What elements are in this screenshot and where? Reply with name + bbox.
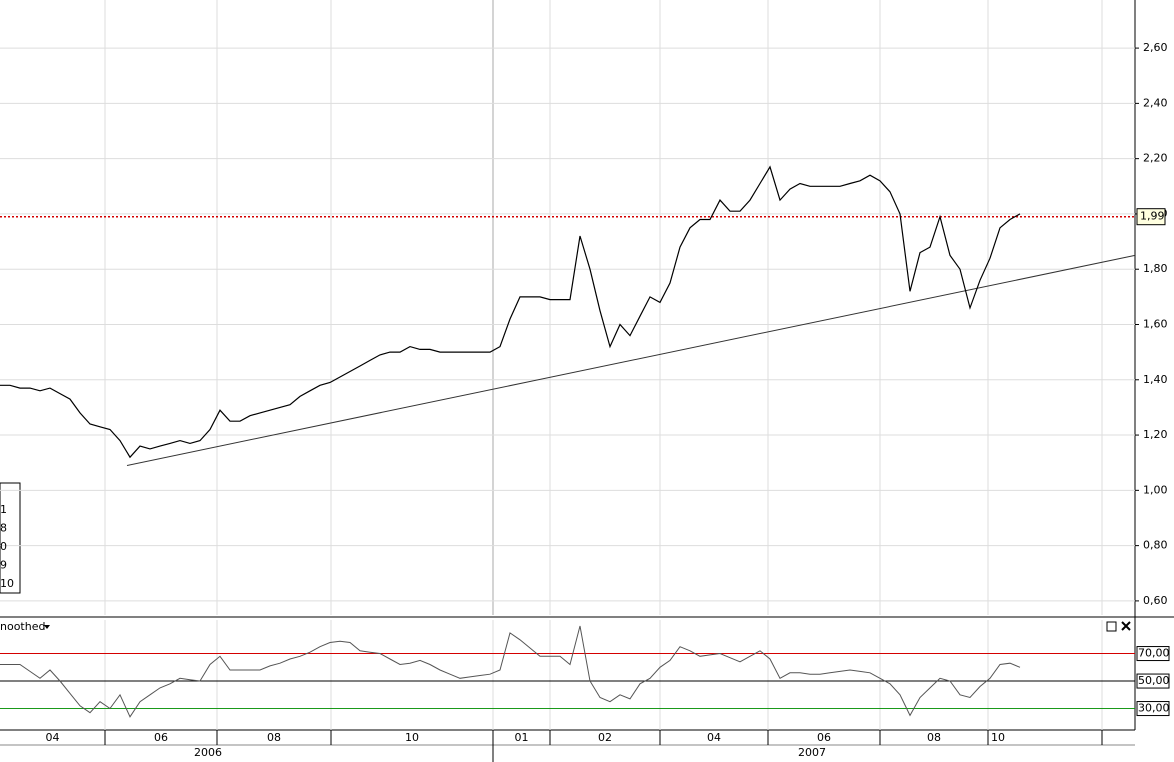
x-tick-label: 06 — [154, 731, 168, 744]
x-tick-label: 08 — [267, 731, 281, 744]
y-tick-label: 0,80 — [1143, 539, 1168, 552]
x-tick-label: 08 — [927, 731, 941, 744]
legend-text: 1 — [0, 503, 7, 516]
legend-text: 8 — [0, 522, 7, 535]
legend-text: 0 — [0, 540, 7, 553]
x-tick-label: 04 — [46, 731, 60, 744]
legend-box — [0, 482, 21, 594]
indicator-line — [0, 625, 1021, 718]
x-tick-label: 04 — [707, 731, 721, 744]
y-tick-label: 1,20 — [1143, 428, 1168, 441]
indicator-title: noothed — [0, 620, 45, 633]
trendline — [126, 254, 1136, 466]
x-tick-label: 10 — [405, 731, 419, 744]
legend-text: 9 — [0, 559, 7, 572]
close-button[interactable] — [1121, 621, 1131, 631]
y-tick-label: 2,40 — [1143, 96, 1168, 109]
legend-text: 10 — [0, 577, 14, 590]
y-tick-label: 70,00 — [1138, 647, 1170, 660]
level-box — [1136, 701, 1170, 717]
y-tick-label: 2,20 — [1143, 152, 1168, 165]
level-box — [1136, 646, 1170, 662]
dropdown-arrow[interactable] — [44, 625, 50, 629]
price-line — [0, 165, 1021, 459]
y-tick-label: 1,80 — [1143, 262, 1168, 275]
maximize-button[interactable] — [1106, 621, 1117, 632]
y-tick-label: 50,00 — [1138, 674, 1170, 687]
x-tick-label: 06 — [817, 731, 831, 744]
year-label: 2007 — [798, 746, 826, 759]
y-tick-label: 30,00 — [1138, 702, 1170, 715]
y-tick-label: 1,00 — [1143, 483, 1168, 496]
last-price-box — [1136, 208, 1166, 226]
x-tick-label: 02 — [598, 731, 612, 744]
x-tick-label: 01 — [515, 731, 529, 744]
y-tick-label: 1,40 — [1143, 373, 1168, 386]
last-price-label: 1,99 — [1140, 210, 1165, 223]
y-tick-label: 1,60 — [1143, 317, 1168, 330]
x-tick-label: 10 — [991, 731, 1005, 744]
year-label: 2006 — [194, 746, 222, 759]
y-tick-label: 0,60 — [1143, 594, 1168, 607]
level-box — [1136, 673, 1170, 689]
y-tick-label: 2,60 — [1143, 41, 1168, 54]
